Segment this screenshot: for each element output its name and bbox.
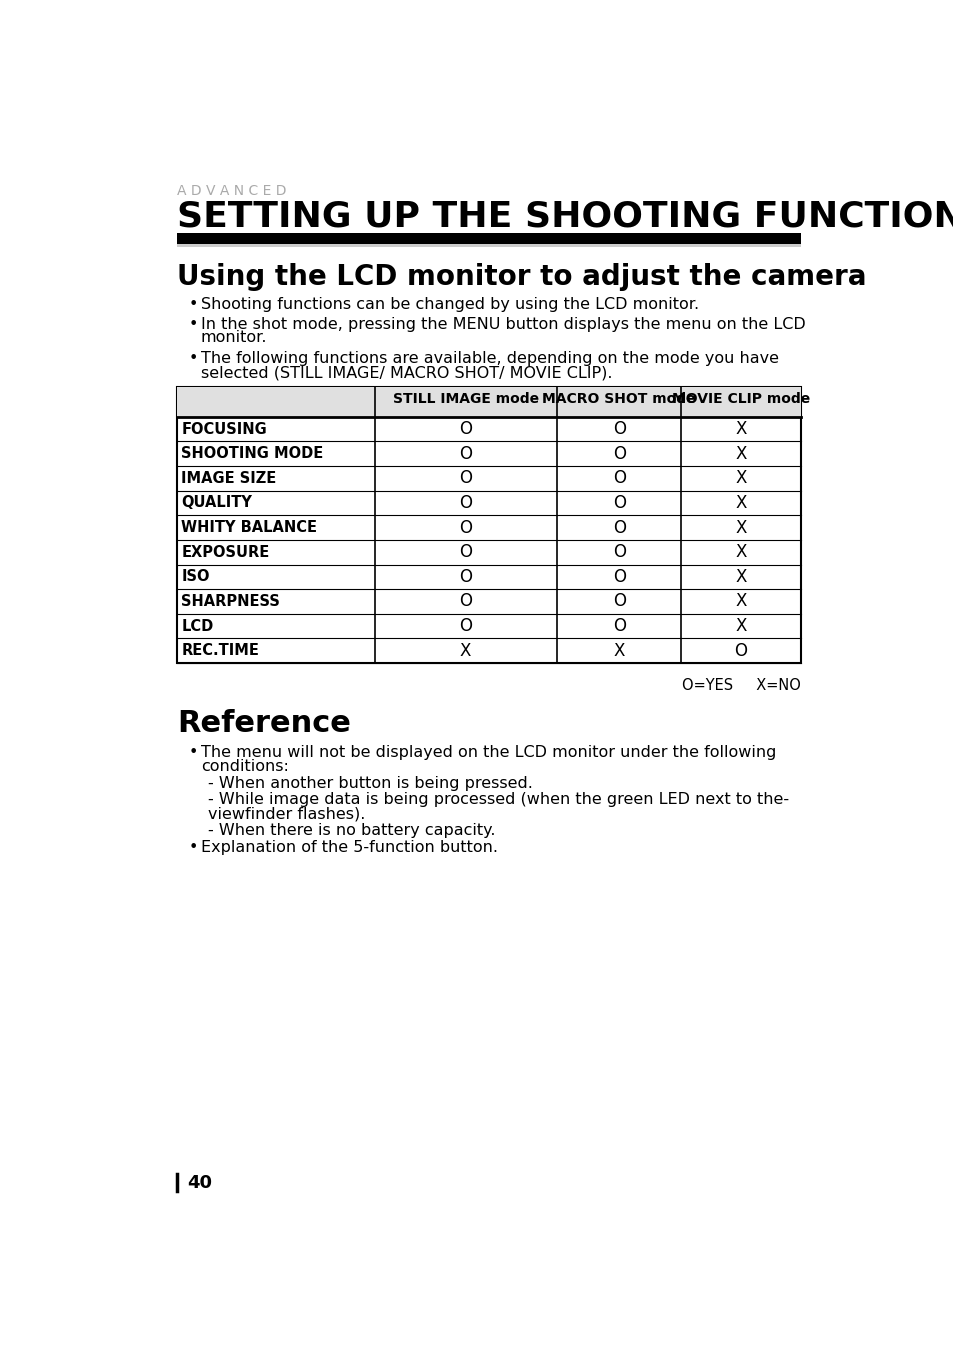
- Text: X: X: [735, 543, 745, 561]
- Text: - While image data is being processed (when the green LED next to the-: - While image data is being processed (w…: [208, 793, 789, 808]
- Text: •: •: [189, 297, 198, 313]
- Text: conditions:: conditions:: [200, 759, 288, 774]
- Text: IMAGE SIZE: IMAGE SIZE: [181, 470, 276, 486]
- Text: O: O: [458, 469, 472, 488]
- Text: viewfinder flashes).: viewfinder flashes).: [208, 806, 365, 821]
- Text: O: O: [612, 568, 625, 585]
- Text: O: O: [458, 617, 472, 635]
- Text: REC.TIME: REC.TIME: [181, 644, 259, 659]
- Text: X: X: [613, 642, 624, 660]
- Text: - When there is no battery capacity.: - When there is no battery capacity.: [208, 824, 496, 839]
- Text: - When another button is being pressed.: - When another button is being pressed.: [208, 775, 533, 790]
- Text: 40: 40: [187, 1173, 213, 1191]
- Text: O: O: [612, 617, 625, 635]
- Text: EXPOSURE: EXPOSURE: [181, 545, 269, 560]
- Text: O=YES     X=NO: O=YES X=NO: [681, 679, 801, 694]
- Text: monitor.: monitor.: [200, 331, 267, 346]
- Text: O: O: [734, 642, 746, 660]
- Text: MOVIE CLIP mode: MOVIE CLIP mode: [671, 392, 809, 406]
- Text: Shooting functions can be changed by using the LCD monitor.: Shooting functions can be changed by usi…: [200, 297, 698, 313]
- Bar: [177, 244, 801, 248]
- Text: STILL IMAGE mode: STILL IMAGE mode: [393, 392, 538, 406]
- Text: QUALITY: QUALITY: [181, 496, 252, 511]
- Text: O: O: [612, 420, 625, 438]
- Text: O: O: [612, 543, 625, 561]
- Bar: [177, 388, 801, 417]
- Text: X: X: [735, 519, 745, 537]
- Text: X: X: [735, 420, 745, 438]
- Text: O: O: [458, 420, 472, 438]
- Text: O: O: [458, 444, 472, 462]
- Bar: [177, 388, 801, 663]
- Text: •: •: [189, 317, 198, 332]
- Text: X: X: [735, 444, 745, 462]
- Text: selected (STILL IMAGE/ MACRO SHOT/ MOVIE CLIP).: selected (STILL IMAGE/ MACRO SHOT/ MOVIE…: [200, 364, 612, 381]
- Text: Using the LCD monitor to adjust the camera: Using the LCD monitor to adjust the came…: [177, 263, 866, 291]
- Text: •: •: [189, 351, 198, 366]
- Text: The following functions are available, depending on the mode you have: The following functions are available, d…: [200, 351, 778, 366]
- Text: X: X: [735, 617, 745, 635]
- Text: FOCUSING: FOCUSING: [181, 421, 267, 436]
- Text: WHITY BALANCE: WHITY BALANCE: [181, 520, 317, 535]
- Text: •: •: [189, 745, 198, 760]
- Text: O: O: [458, 495, 472, 512]
- Text: MACRO SHOT mode: MACRO SHOT mode: [541, 392, 695, 406]
- Text: O: O: [612, 592, 625, 611]
- Text: SHOOTING MODE: SHOOTING MODE: [181, 446, 323, 461]
- Text: X: X: [735, 495, 745, 512]
- Text: A D V A N C E D: A D V A N C E D: [177, 184, 287, 198]
- Text: The menu will not be displayed on the LCD monitor under the following: The menu will not be displayed on the LC…: [200, 745, 775, 760]
- Text: O: O: [612, 495, 625, 512]
- Text: Reference: Reference: [177, 709, 351, 738]
- Text: O: O: [458, 543, 472, 561]
- Text: In the shot mode, pressing the MENU button displays the menu on the LCD: In the shot mode, pressing the MENU butt…: [200, 317, 804, 332]
- Text: X: X: [735, 592, 745, 611]
- Text: ISO: ISO: [181, 569, 210, 584]
- Text: X: X: [735, 469, 745, 488]
- Text: •: •: [189, 840, 198, 855]
- Text: LCD: LCD: [181, 619, 213, 634]
- Text: O: O: [612, 444, 625, 462]
- Text: O: O: [612, 519, 625, 537]
- Text: SETTING UP THE SHOOTING FUNCTION: SETTING UP THE SHOOTING FUNCTION: [177, 199, 953, 233]
- Text: O: O: [458, 592, 472, 611]
- Text: X: X: [459, 642, 471, 660]
- Text: O: O: [612, 469, 625, 488]
- Text: X: X: [735, 568, 745, 585]
- Text: O: O: [458, 568, 472, 585]
- Text: SHARPNESS: SHARPNESS: [181, 593, 280, 608]
- Text: Explanation of the 5-function button.: Explanation of the 5-function button.: [200, 840, 497, 855]
- Bar: [177, 233, 801, 244]
- Text: O: O: [458, 519, 472, 537]
